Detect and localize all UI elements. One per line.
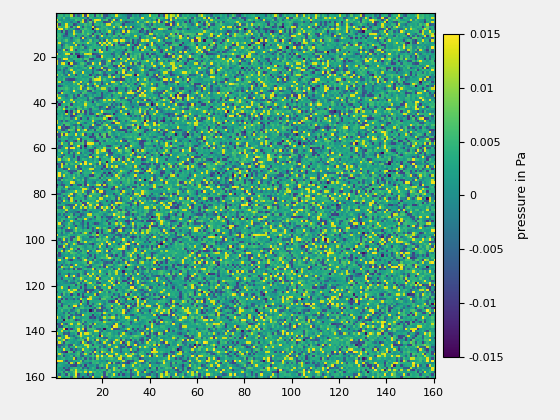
Y-axis label: pressure in Pa: pressure in Pa bbox=[516, 151, 529, 239]
